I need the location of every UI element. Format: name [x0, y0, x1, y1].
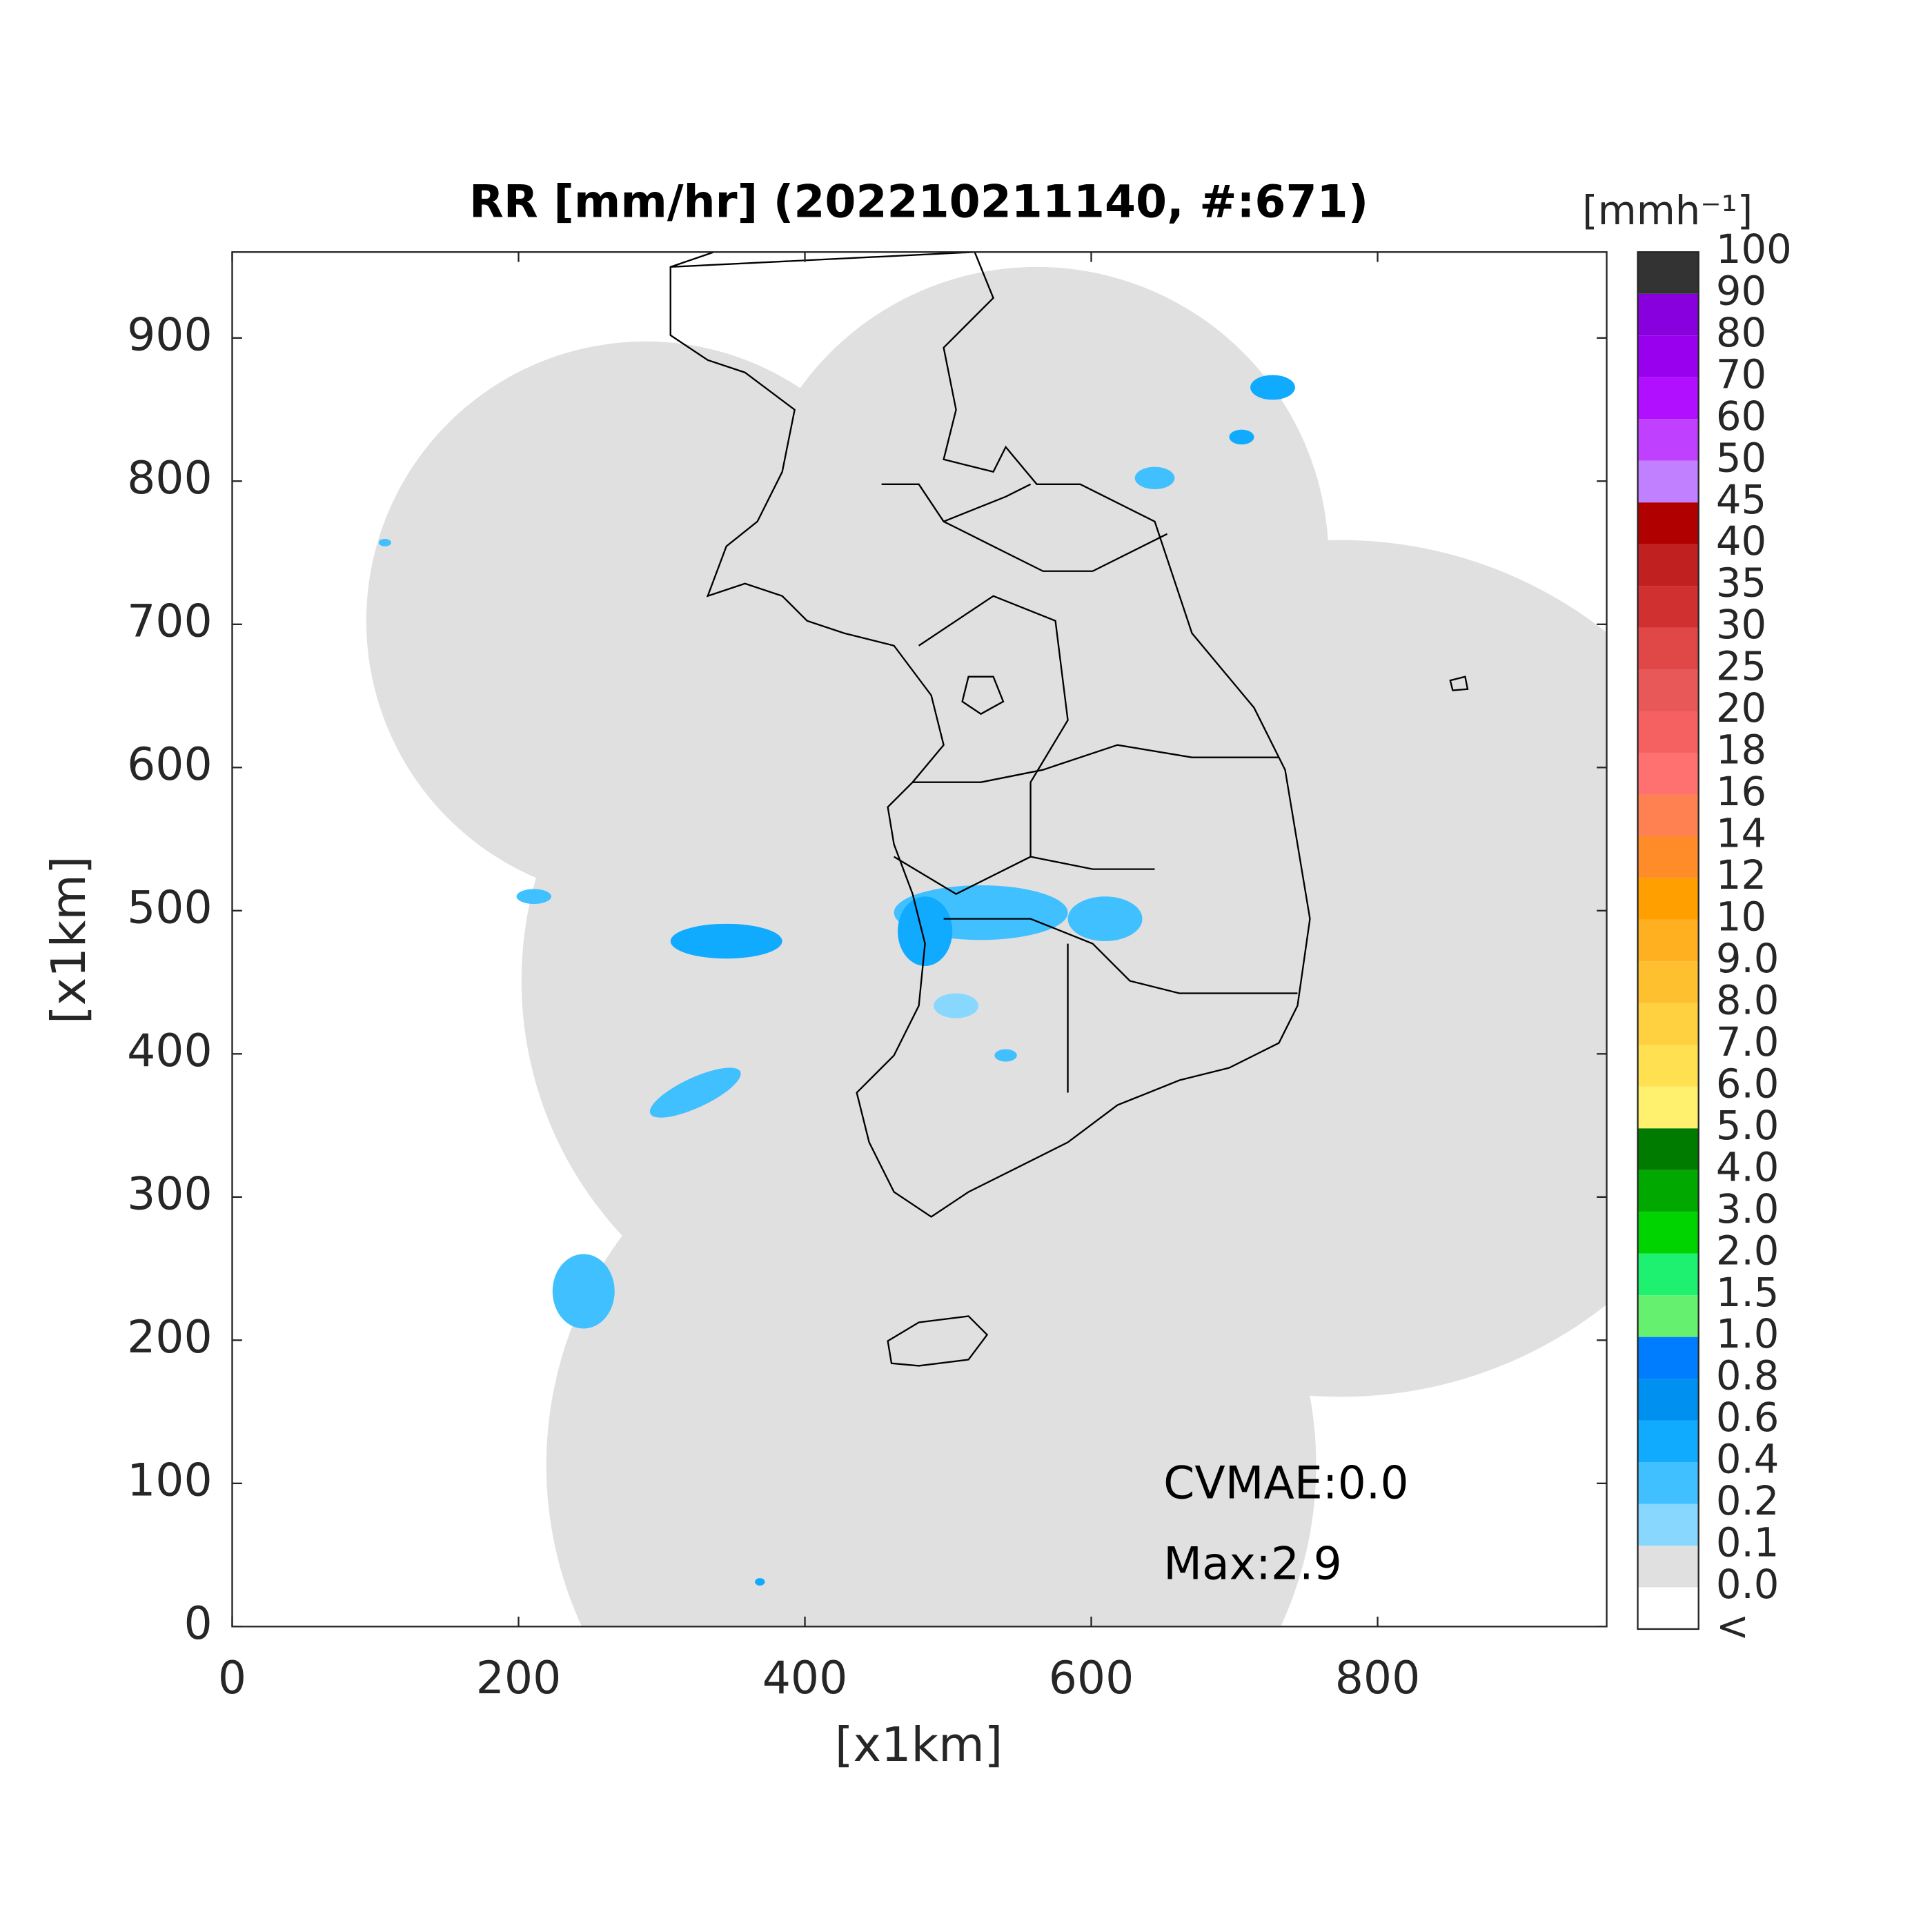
x-tick-label: 400 [762, 1653, 848, 1704]
colorbar-tick-label: 60 [1716, 393, 1766, 440]
colorbar-tick-label: 20 [1716, 685, 1766, 731]
colorbar-box [1637, 794, 1699, 836]
colorbar-box [1637, 1170, 1699, 1212]
colorbar-box [1637, 460, 1699, 503]
coastline [669, 252, 1469, 1367]
colorbar-tick-label: 8.0 [1716, 977, 1780, 1023]
colorbar-tick-label: 90 [1716, 268, 1766, 314]
y-tick-label: 600 [127, 739, 213, 791]
colorbar-box [1637, 878, 1699, 920]
colorbar-box [1637, 1128, 1699, 1170]
colorbar-box [1637, 1545, 1699, 1588]
colorbar-tick-label: 80 [1716, 310, 1766, 356]
colorbar-tick-label: 1.5 [1716, 1270, 1780, 1316]
colorbar-tick-label: 1.0 [1716, 1311, 1780, 1357]
colorbar-box [1637, 669, 1699, 711]
y-tick-label: 800 [127, 453, 213, 504]
colorbar-box [1637, 377, 1699, 420]
x-tick-label: 200 [476, 1653, 562, 1704]
colorbar-tick-label: 25 [1716, 644, 1766, 690]
y-tick-label: 300 [127, 1168, 213, 1220]
y-tick-label: 100 [127, 1455, 213, 1506]
colorbar-box [1637, 752, 1699, 795]
colorbar-tick-label: 4.0 [1716, 1144, 1780, 1190]
colorbar-tick-label: 5.0 [1716, 1103, 1780, 1149]
axes-frame [231, 251, 1608, 1628]
precipitation [378, 375, 1295, 1586]
y-tick-label: 200 [127, 1312, 213, 1363]
colorbar-box [1637, 1462, 1699, 1504]
colorbar-tick-label: < [1716, 1604, 1749, 1650]
colorbar-box [1637, 1086, 1699, 1129]
chart-title: RR [mm/hr] (202210211140, #:671) [469, 176, 1368, 228]
colorbar-tick-label: 40 [1716, 518, 1766, 564]
colorbar-box [1637, 711, 1699, 753]
colorbar-box [1637, 293, 1699, 336]
colorbar-tick-label: 35 [1716, 560, 1766, 607]
colorbar-box [1637, 1337, 1699, 1379]
y-tick-label: 400 [127, 1025, 213, 1077]
colorbar-box [1637, 961, 1699, 1003]
colorbar-tick-label: 9.0 [1716, 936, 1780, 982]
colorbar-tick-label: 70 [1716, 351, 1766, 397]
colorbar-tick-label: 16 [1716, 769, 1766, 815]
colorbar-box [1637, 1420, 1699, 1463]
x-tick-label: 0 [218, 1653, 246, 1704]
y-axis-label: [x1km] [42, 856, 97, 1024]
colorbar-tick-label: 50 [1716, 435, 1766, 481]
colorbar-box [1637, 836, 1699, 878]
colorbar-box [1637, 586, 1699, 628]
colorbar-tick-label: 45 [1716, 477, 1766, 523]
colorbar-tick-label: 0.2 [1716, 1478, 1780, 1524]
colorbar-tick-label: 14 [1716, 811, 1766, 857]
radar-coverage [366, 252, 1607, 1627]
colorbar-tick-label: 10 [1716, 894, 1766, 940]
colorbar-box [1637, 544, 1699, 586]
colorbar-tick-label: 0.6 [1716, 1394, 1780, 1441]
colorbar-tick-label: 0.1 [1716, 1520, 1780, 1566]
colorbar-tick-label: 100 [1716, 226, 1792, 273]
x-tick-label: 800 [1335, 1653, 1421, 1704]
x-axis-label: [x1km] [835, 1718, 1003, 1773]
annotation: CVMAE:0.0 [1163, 1458, 1408, 1510]
x-tick-label: 600 [1049, 1653, 1134, 1704]
colorbar-tick-label: 12 [1716, 852, 1766, 898]
colorbar-box [1637, 919, 1699, 962]
y-tick-label: 0 [184, 1598, 212, 1650]
colorbar-tick-label: 0.0 [1716, 1561, 1780, 1608]
colorbar-box [1637, 335, 1699, 377]
colorbar-label: [mmh⁻¹] [1582, 188, 1753, 234]
colorbar-box [1637, 1379, 1699, 1421]
annotation: Max:2.9 [1163, 1539, 1342, 1590]
colorbar-tick-label: 30 [1716, 602, 1766, 648]
colorbar-tick-label: 2.0 [1716, 1228, 1780, 1274]
colorbar-tick-label: 6.0 [1716, 1061, 1780, 1107]
colorbar-box [1637, 1587, 1699, 1629]
colorbar-box [1637, 252, 1699, 294]
colorbar-box [1637, 1212, 1699, 1254]
colorbar-tick-label: 18 [1716, 727, 1766, 773]
colorbar-box [1637, 502, 1699, 544]
colorbar-frame [1637, 251, 1699, 1630]
colorbar-box [1637, 1003, 1699, 1045]
colorbar-box [1637, 1253, 1699, 1296]
colorbar-box [1637, 627, 1699, 670]
colorbar-box [1637, 1045, 1699, 1087]
y-tick-label: 900 [127, 309, 213, 361]
colorbar-tick-label: 0.8 [1716, 1353, 1780, 1399]
colorbar-box [1637, 419, 1699, 461]
colorbar-box [1637, 1504, 1699, 1546]
colorbar-tick-label: 0.4 [1716, 1437, 1780, 1483]
y-tick-label: 500 [127, 882, 213, 934]
colorbar-tick-label: 7.0 [1716, 1019, 1780, 1065]
y-tick-label: 700 [127, 595, 213, 647]
colorbar-tick-label: 3.0 [1716, 1186, 1780, 1232]
colorbar-box [1637, 1295, 1699, 1337]
